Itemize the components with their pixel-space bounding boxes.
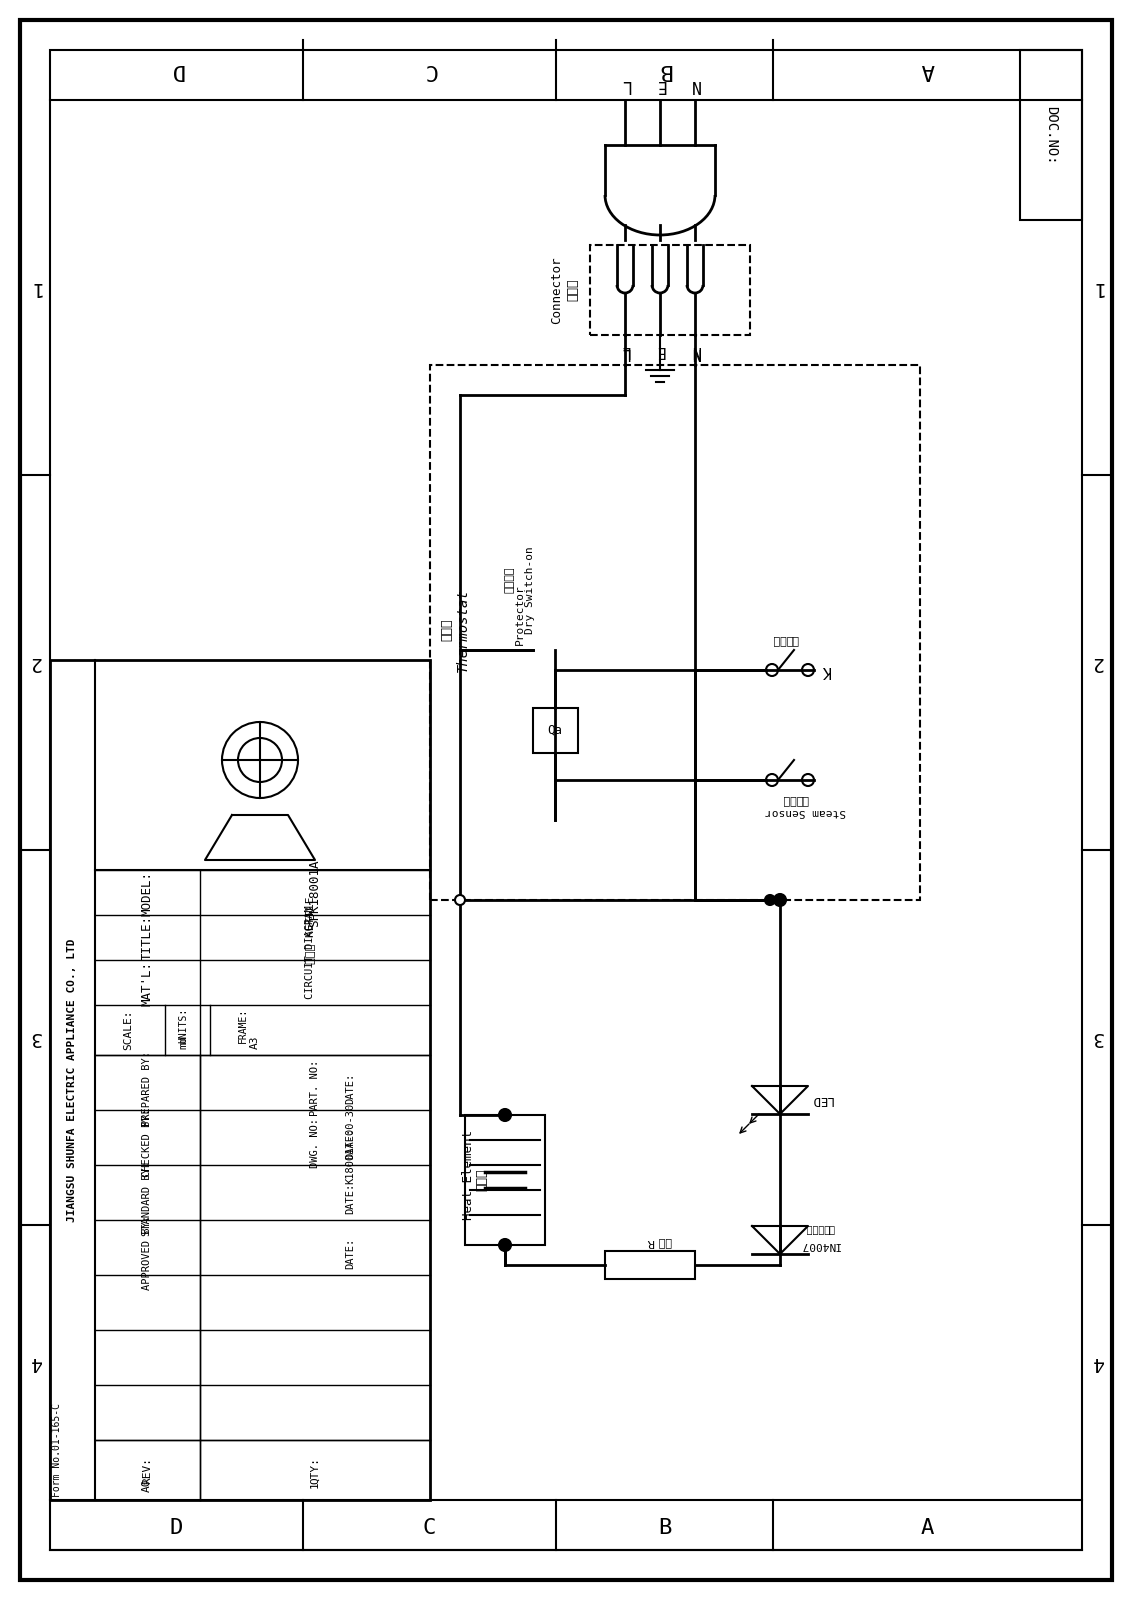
Text: REV:: REV: — [142, 1456, 152, 1483]
Text: CIRCUIT DIAGRAM: CIRCUIT DIAGRAM — [305, 906, 315, 998]
Text: 3: 3 — [1091, 1029, 1103, 1046]
Text: DATE:: DATE: — [345, 1237, 355, 1269]
Text: 1: 1 — [29, 278, 41, 298]
Text: L: L — [620, 346, 629, 360]
Text: Form No.01-165-C: Form No.01-165-C — [52, 1403, 62, 1498]
Text: B: B — [658, 1518, 671, 1538]
Text: 调温器: 调温器 — [440, 619, 454, 642]
Text: A: A — [920, 1518, 934, 1538]
Text: mm: mm — [178, 1035, 188, 1048]
Text: QTY:: QTY: — [310, 1456, 320, 1483]
Text: Qa: Qa — [548, 723, 563, 736]
Text: 2: 2 — [1091, 653, 1103, 672]
Text: L: L — [620, 75, 631, 94]
Text: 限流 R: 限流 R — [648, 1238, 672, 1248]
Text: IN4007: IN4007 — [799, 1240, 840, 1250]
Text: STANDARD BY:: STANDARD BY: — [142, 1160, 152, 1235]
Text: CHECKED BY:: CHECKED BY: — [142, 1109, 152, 1178]
Text: C: C — [423, 59, 436, 80]
Text: 1: 1 — [310, 1482, 320, 1488]
Text: DWG. NO:: DWG. NO: — [310, 1118, 320, 1168]
Text: 主控开关: 主控开关 — [772, 635, 798, 645]
Text: 2: 2 — [29, 653, 41, 672]
Text: Protector: Protector — [515, 584, 525, 645]
Text: MODEL:: MODEL: — [140, 870, 154, 915]
Text: 蒸气开关: 蒸气开关 — [782, 795, 808, 805]
Text: D: D — [170, 1518, 183, 1538]
Text: A3: A3 — [250, 1035, 260, 1048]
Text: L: L — [620, 342, 629, 357]
Bar — [532, 707, 577, 752]
Text: SFK18001A: SFK18001A — [309, 859, 321, 926]
Text: UNITS:: UNITS: — [178, 1008, 188, 1043]
Text: TITLE:: TITLE: — [140, 915, 154, 960]
Bar — [1020, 50, 1082, 219]
Text: DATE:: DATE: — [345, 1128, 355, 1158]
Text: K: K — [821, 662, 830, 677]
Text: JIANGSU SHUNFA ELECTRIC APPLIANCE CO., LTD: JIANGSU SHUNFA ELECTRIC APPLIANCE CO., L… — [67, 938, 77, 1222]
Text: N: N — [691, 75, 700, 94]
Text: APPROVED BY:: APPROVED BY: — [142, 1216, 152, 1291]
Text: DOC.NO:: DOC.NO: — [1044, 106, 1058, 165]
Text: K18001A-00-30: K18001A-00-30 — [345, 1102, 355, 1184]
Text: B: B — [658, 59, 671, 80]
Text: 电水壶 KETTLE: 电水壶 KETTLE — [305, 896, 315, 963]
Text: 3: 3 — [29, 1029, 41, 1046]
Text: 1: 1 — [1091, 278, 1103, 298]
Circle shape — [499, 1109, 511, 1122]
Text: D: D — [170, 59, 183, 80]
Text: Steam Sensor: Steam Sensor — [764, 806, 846, 818]
Text: Thermostat: Thermostat — [456, 589, 470, 672]
Text: E: E — [655, 342, 664, 357]
Text: A0: A0 — [142, 1478, 152, 1491]
Text: MAT'L:: MAT'L: — [140, 960, 154, 1005]
Circle shape — [499, 1238, 511, 1251]
Circle shape — [455, 894, 465, 906]
Text: FRAME:: FRAME: — [238, 1008, 248, 1043]
Text: 干烧保护: 干烧保护 — [505, 566, 515, 594]
Bar — [604, 1251, 695, 1278]
Circle shape — [765, 894, 775, 906]
Text: LED: LED — [811, 1093, 833, 1107]
Text: N: N — [691, 346, 700, 360]
Circle shape — [774, 894, 786, 906]
Text: 整流二极管: 整流二极管 — [805, 1226, 834, 1235]
Bar — [590, 245, 751, 334]
Text: Heat Element: Heat Element — [462, 1130, 474, 1219]
Text: A: A — [920, 59, 934, 80]
Text: 加热器: 加热器 — [475, 1168, 489, 1192]
Bar — [430, 365, 920, 899]
Text: PREPARED BY:: PREPARED BY: — [142, 1051, 152, 1125]
Bar — [50, 659, 430, 1501]
Text: PART. NO:: PART. NO: — [310, 1059, 320, 1117]
Text: Dry Switch-on: Dry Switch-on — [525, 546, 535, 634]
Text: 4: 4 — [29, 1354, 41, 1371]
Text: N: N — [691, 342, 700, 357]
Text: 4: 4 — [1091, 1354, 1103, 1371]
Text: DATE:: DATE: — [345, 1182, 355, 1214]
Text: 接线器: 接线器 — [566, 278, 580, 301]
Text: C: C — [423, 1518, 436, 1538]
Text: Connector: Connector — [550, 256, 564, 323]
Text: SCALE:: SCALE: — [123, 1010, 132, 1050]
Bar — [465, 1115, 544, 1245]
Text: DATE:: DATE: — [345, 1072, 355, 1104]
Text: E: E — [655, 75, 664, 94]
